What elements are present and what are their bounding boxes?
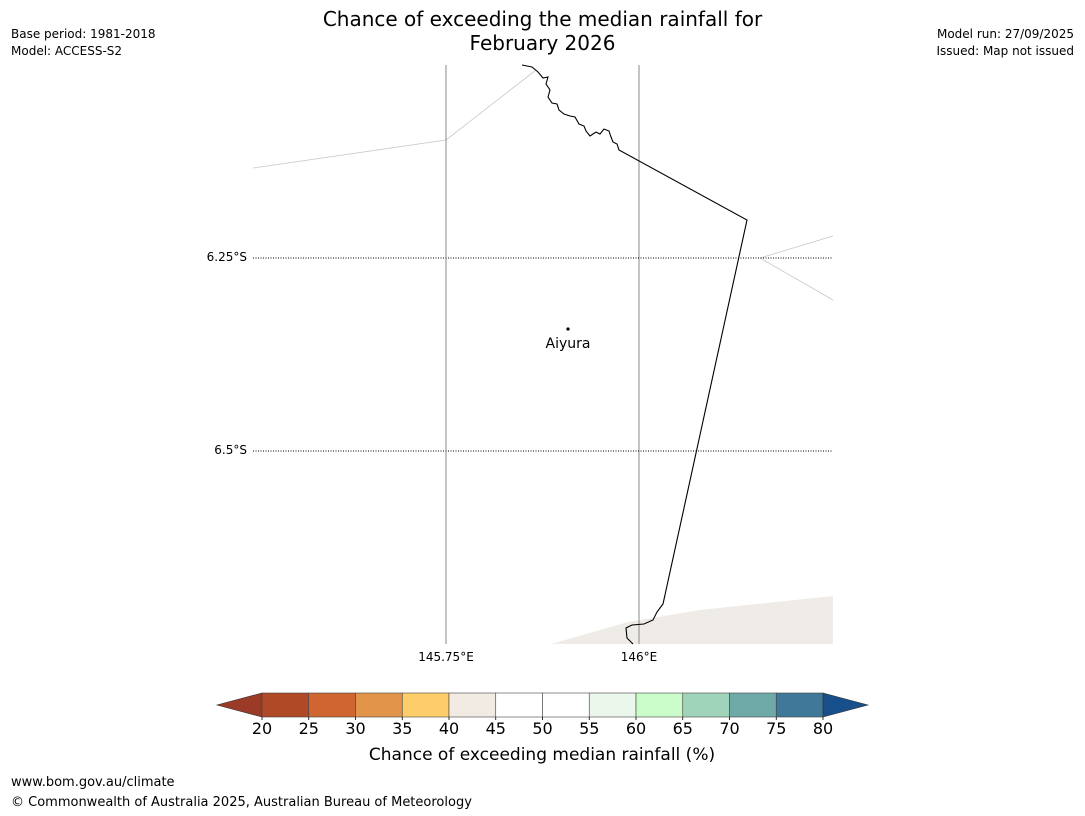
issued-text: Issued: Map not issued [936,44,1074,58]
colorbar-segment [495,692,543,718]
colorbar-segment [308,692,356,718]
model-run-text: Model run: 27/09/2025 [936,27,1074,41]
colorbar-segment [588,692,637,718]
colorbar-segment [729,692,777,718]
lon-label-145-75: 145.75°E [418,650,474,664]
aiyura-marker [566,327,570,331]
map-title-line2: February 2026 [469,31,616,55]
colorbar-tick-label: 70 [719,719,740,738]
colorbar-tick-label: 40 [438,719,460,738]
colorbar-tick-label: 20 [251,719,273,738]
colorbar-tick-label: 30 [345,719,366,738]
border-line [521,64,748,645]
colorbar-segment [542,692,590,718]
colorbar-segment [682,692,730,718]
colorbar-segment [355,692,403,718]
region-boundary-right-lower [759,257,834,301]
footer-copyright: © Commonwealth of Australia 2025, Austra… [11,795,472,810]
colorbar-tick-label: 80 [812,719,834,738]
colorbar-under-arrow [215,692,263,718]
colorbar-over-arrow [822,692,870,718]
colorbar-title: Chance of exceeding median rainfall (%) [368,745,716,765]
colorbar-segment [635,692,684,718]
model-text: Model: ACCESS-S2 [11,44,123,58]
footer-url[interactable]: www.bom.gov.au/climate [11,775,175,790]
map-title-line1: Chance of exceeding the median rainfall … [322,7,763,31]
region-boundary-right-upper [759,235,834,259]
colorbar-segment [448,692,497,718]
colorbar-segment [401,692,450,718]
colorbar-segment [261,692,310,718]
colorbar-tick-label: 60 [625,719,647,738]
place-label-aiyura: Aiyura [545,336,591,352]
colorbar-tick-label: 35 [392,719,413,738]
lon-label-146: 146°E [620,650,658,664]
colorbar-tick-label: 55 [579,719,600,738]
colorbar-segment [775,692,824,718]
base-period-text: Base period: 1981-2018 [11,27,156,41]
lat-label-6-25: 6.25°S [206,250,247,264]
colorbar-tick-label: 50 [532,719,553,738]
lat-label-6-5: 6.5°S [214,443,247,457]
colorbar-tick-label: 25 [298,719,319,738]
colorbar-tick-label: 75 [766,719,787,738]
land-patch [551,596,833,644]
colorbar-tick-label: 45 [485,719,506,738]
colorbar-tick-label: 65 [672,719,693,738]
